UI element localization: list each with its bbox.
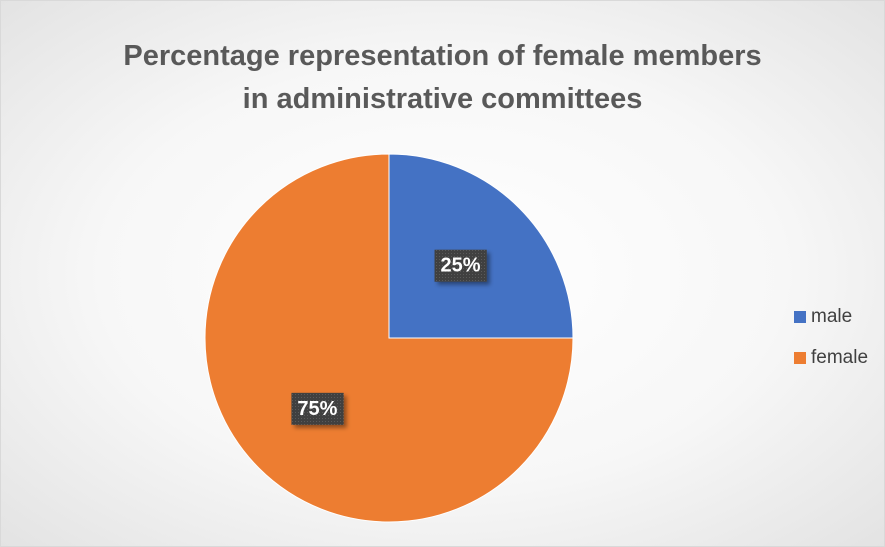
- legend-label: male: [811, 306, 852, 327]
- legend-swatch: [794, 311, 806, 323]
- pie-slice: [388, 153, 574, 339]
- title-box: Percentage representation of female memb…: [1, 35, 884, 121]
- data-label: 75%: [297, 398, 337, 420]
- data-label: 25%: [441, 255, 481, 277]
- data-label-box: [291, 392, 344, 425]
- chart-title: Percentage representation of female memb…: [123, 40, 762, 115]
- legend-swatch: [794, 352, 806, 364]
- data-label-box: [434, 249, 487, 282]
- legend-label: female: [811, 347, 868, 368]
- pie-slice: [204, 153, 574, 523]
